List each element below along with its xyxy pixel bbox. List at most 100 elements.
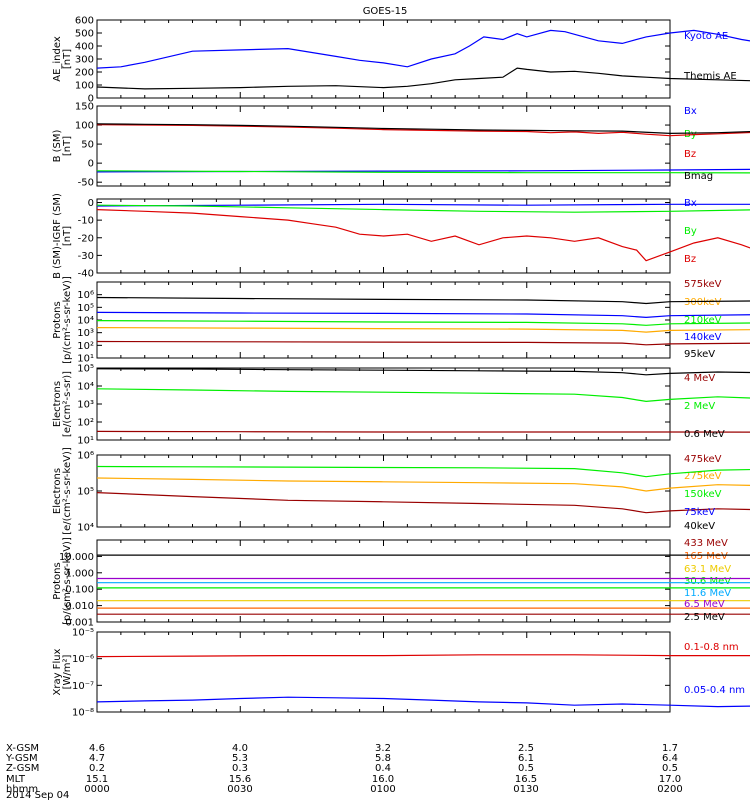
footer-cell: 0.4 — [375, 763, 391, 774]
footer-cell: 1.7 — [662, 743, 678, 754]
panel-6-ylabel: [e/(cm²-s-sr-keV)] — [62, 447, 73, 535]
panel-6-ytick-label: 10⁶ — [77, 451, 94, 462]
footer-row-label: Z-GSM — [6, 763, 39, 774]
panel-1-legend-1: Kyoto AE — [684, 31, 728, 42]
panel-4-ytick-label: 10⁴ — [77, 316, 94, 327]
panel-3-ytick-label: -30 — [78, 251, 94, 262]
panel-1-ytick-label: 200 — [75, 68, 94, 79]
panel-5-ytick-label: 10⁵ — [77, 364, 94, 375]
panel-1-legend-2: Themis AE — [683, 71, 737, 82]
panel-1-ytick-label: 0 — [88, 94, 94, 105]
panel-3-ytick-label: -20 — [78, 233, 94, 244]
panel-5-legend-3: 0.6 MeV — [684, 429, 725, 440]
footer-cell: 0100 — [370, 784, 395, 795]
panel-2-series-4 — [96, 123, 750, 135]
panel-2-ylabel: [nT] — [62, 136, 73, 156]
footer-cell: 0.2 — [89, 763, 105, 774]
panel-8-ytick-label: 10⁻⁵ — [72, 628, 94, 639]
footer-cell: 4.6 — [89, 743, 105, 754]
panel-3-legend-2: By — [684, 226, 697, 237]
panel-4-legend-3: 210keV — [684, 315, 722, 326]
panel-6-ytick-label: 10⁴ — [77, 523, 94, 534]
panel-4-series-3 — [96, 320, 750, 326]
footer-cell: 0.5 — [662, 763, 678, 774]
panel-4-series-1 — [96, 340, 750, 346]
panel-1-ytick-label: 100 — [75, 81, 94, 92]
panel-6-series-1 — [96, 492, 750, 514]
panel-2-series-2 — [96, 170, 750, 174]
panel-3-legend-1: Bx — [684, 198, 697, 209]
panel-5-series-2 — [96, 388, 750, 403]
footer-cell: 0200 — [657, 784, 682, 795]
panel-8-ytick-label: 10⁻⁸ — [72, 708, 94, 719]
footer-row-label: Y-GSM — [5, 753, 38, 764]
footer-cell: 17.0 — [659, 774, 681, 785]
panel-3-legend-3: Bz — [684, 254, 696, 265]
panel-4-series-4 — [96, 311, 750, 319]
panel-1-ylabel: AE_index — [52, 36, 63, 82]
panel-6-legend-1: 475keV — [684, 454, 722, 465]
panel-5-ytick-label: 10³ — [77, 400, 94, 411]
panel-4-series-2 — [96, 327, 750, 333]
panel-4-legend-5: 95keV — [684, 349, 715, 360]
panel-1-ylabel: [nT] — [62, 49, 73, 69]
panel-5-legend-1: 4 MeV — [684, 373, 715, 384]
panel-8-ytick-label: 10⁻⁶ — [72, 654, 94, 665]
panel-4-legend-1: 575keV — [684, 279, 722, 290]
panel-7-ytick-label: 0.100 — [65, 585, 94, 596]
footer-row-label: hhmm — [6, 784, 38, 795]
panel-4-ytick-label: 10⁶ — [77, 290, 94, 301]
footer-cell: 6.1 — [518, 753, 534, 764]
panel-3-ytick-label: -10 — [78, 216, 94, 227]
panel-2-ylabel: B (SM) — [52, 129, 63, 162]
panel-8-ytick-label: 10⁻⁷ — [72, 681, 94, 692]
footer-cell: 6.4 — [662, 753, 678, 764]
panel-7-legend-5: 11.6 MeV — [684, 588, 731, 599]
panel-6-series-3 — [96, 465, 750, 478]
panel-7-legend-6: 6.5 MeV — [684, 599, 725, 610]
panel-6-legend-4: 75keV — [684, 507, 715, 518]
panel-7-legend-4: 30.6 MeV — [684, 576, 731, 587]
panel-5-ylabel: Electrons — [52, 381, 63, 427]
footer-cell: 2.5 — [518, 743, 534, 754]
panel-8-ylabel: [W/m²] — [62, 654, 73, 689]
footer-date: 2014 Sep 04 — [6, 790, 69, 800]
panel-7-ytick-label: 10.000 — [59, 552, 94, 563]
footer-cell: 15.6 — [229, 774, 251, 785]
panel-2-legend-3: Bz — [684, 149, 696, 160]
footer-cell: 16.5 — [515, 774, 537, 785]
panel-3-series-2 — [96, 204, 750, 213]
panel-3-ylabel: [nT] — [62, 226, 73, 246]
panel-6-ylabel: Electrons — [52, 468, 63, 514]
footer-cell: 0.5 — [518, 763, 534, 774]
panel-4-ytick-label: 10² — [77, 341, 94, 352]
panel-7-legend-1: 433 MeV — [684, 538, 728, 549]
panel-4-ytick-label: 10³ — [77, 328, 94, 339]
panel-7-ylabel: Protons — [52, 562, 63, 599]
panel-6-series-2 — [96, 477, 750, 492]
panel-3-ytick-label: -40 — [78, 269, 94, 280]
panel-7-ytick-label: 0.010 — [65, 601, 94, 612]
panel-1-ytick-label: 500 — [75, 29, 94, 40]
panel-2-legend-1: Bx — [684, 106, 697, 117]
panel-5-series-3 — [96, 368, 750, 376]
panel-2-ytick-label: 100 — [75, 121, 94, 132]
panel-7-legend-2: 165 MeV — [684, 551, 728, 562]
footer-cell: 4.7 — [89, 753, 105, 764]
panel-1-ytick-label: 400 — [75, 42, 94, 53]
footer-cell: 3.2 — [375, 743, 391, 754]
footer-row-label: MLT — [6, 774, 26, 785]
panel-7-legend-3: 63.1 MeV — [684, 564, 731, 575]
panel-5-series-1 — [96, 430, 750, 433]
panel-3-ylabel: B (SM)-IGRF (SM) — [52, 193, 63, 279]
plot-title: GOES-15 — [363, 6, 408, 17]
panel-4-series-5 — [96, 296, 750, 305]
panel-5-frame — [96, 367, 671, 441]
panel-7-frame — [96, 539, 671, 623]
footer-row-label: X-GSM — [6, 743, 39, 754]
footer-cell: 0.3 — [232, 763, 248, 774]
panel-8-legend-1: 0.1-0.8 nm — [684, 642, 739, 653]
panel-7-ylabel: [p/(cm²-s-sr-keV)] — [62, 537, 73, 625]
panel-2-ytick-label: 150 — [75, 102, 94, 113]
panel-2-legend-4: Bmag — [684, 171, 713, 182]
